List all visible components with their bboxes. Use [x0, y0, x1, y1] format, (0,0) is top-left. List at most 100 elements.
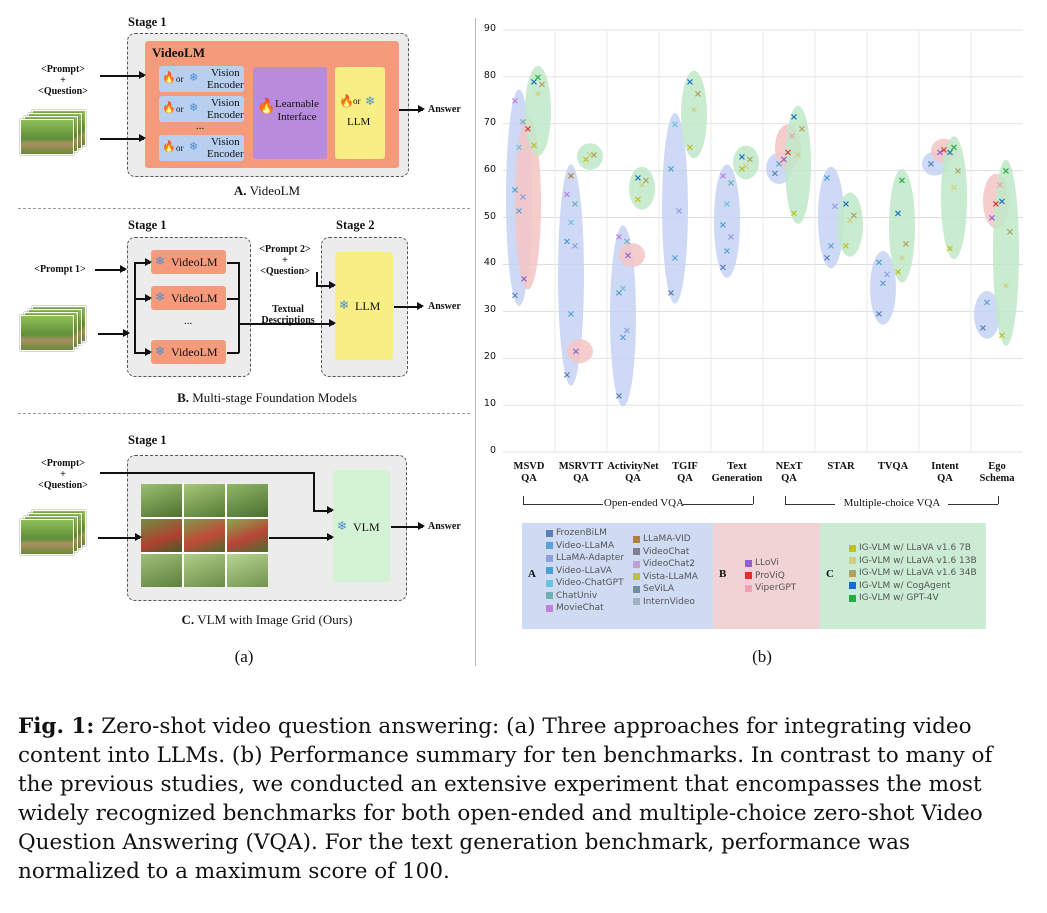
legend-swatch [849, 582, 856, 590]
legend-group-a: A FrozenBiLM Video-LLaMA LLaMA-Adapter Vide… [522, 523, 713, 629]
videolm-box-3: ❄ VideoLM [151, 340, 226, 364]
legend-swatch [849, 544, 856, 552]
data-point-marker: × [524, 124, 532, 135]
legend-swatch [745, 584, 752, 592]
group-c-range-ellipse [629, 166, 655, 210]
bracket [785, 504, 835, 505]
group-a-range-ellipse [714, 164, 740, 278]
arrow [95, 266, 127, 272]
vision-encoder-3: 🔥 or ❄ Vision Encoder [159, 135, 244, 161]
data-point-marker: × [671, 253, 679, 264]
data-point-marker: × [784, 147, 792, 158]
arrow [134, 349, 152, 355]
data-point-marker: × [719, 262, 727, 273]
group-a-range-ellipse [974, 290, 1000, 339]
data-point-marker: × [619, 283, 627, 294]
snowflake-icon: ❄ [365, 94, 376, 108]
interface-label: Learnable Interface [275, 98, 319, 123]
data-point-marker: × [563, 190, 571, 201]
snowflake-icon: ❄ [189, 102, 199, 114]
data-point-marker: × [727, 178, 735, 189]
legend-item: FrozenBiLM [546, 527, 624, 540]
image-grid [141, 484, 268, 587]
legend-swatch [849, 594, 856, 602]
data-point-marker: × [690, 105, 698, 116]
data-point-marker: × [850, 211, 858, 222]
data-point-marker: × [567, 218, 575, 229]
llm-block: ❄ LLM [335, 252, 393, 360]
stage-1-label: Stage 1 [128, 218, 167, 232]
or-label: or [176, 104, 184, 114]
data-point-marker: × [940, 145, 948, 156]
videolm-box-2: ❄ VideoLM [151, 286, 226, 310]
y-tick-label: 60 [483, 163, 496, 175]
data-point-marker: × [719, 171, 727, 182]
legend-swatch [546, 554, 553, 562]
arrow [100, 72, 146, 78]
legend-swatch [633, 585, 640, 593]
legend-swatch [633, 548, 640, 556]
arrow [98, 534, 142, 540]
group-label-open-ended: Open-ended VQA [603, 497, 685, 509]
x-tick-label: ActivityNet QA [607, 461, 659, 484]
prompt-question-label: <Prompt> + <Question> [38, 458, 88, 491]
legend-item: ViperGPT [745, 582, 796, 595]
data-point-marker: × [936, 147, 944, 158]
fire-icon: 🔥 [339, 94, 354, 108]
grid-frame [141, 554, 182, 587]
vision-encoder-1: 🔥 or ❄ Vision Encoder [159, 66, 244, 92]
data-point-marker: × [590, 150, 598, 161]
data-point-marker: × [738, 164, 746, 175]
legend-label: ProViQ [755, 570, 785, 581]
legend-column: LLoVi ProViQ ViperGPT [745, 557, 796, 595]
x-tick-label: STAR [827, 461, 855, 472]
encoder-label: Vision Encoder [207, 67, 244, 91]
data-point-marker: × [638, 180, 646, 191]
data-point-marker: × [998, 330, 1006, 341]
data-point-marker: × [520, 274, 528, 285]
legend-item: Video-ChatGPT [546, 577, 624, 590]
legend-item: Video-LLaMA [546, 540, 624, 553]
group-c-range-ellipse [837, 192, 863, 257]
data-point-marker: × [694, 89, 702, 100]
data-point-marker: × [727, 232, 735, 243]
panel-a-label: (a) [234, 647, 254, 666]
y-tick-label: 20 [483, 351, 496, 363]
legend-label: Video-ChatGPT [556, 578, 624, 589]
data-point-marker: × [883, 269, 891, 280]
y-tick-label: 70 [483, 116, 496, 128]
legend-item: IG-VLM w/ GPT-4V [849, 592, 977, 605]
arrow [134, 259, 152, 265]
connector-line [100, 472, 314, 474]
legend-label: LLaMA-VID [643, 534, 691, 545]
arrow [394, 303, 424, 309]
data-point-marker: × [738, 152, 746, 163]
data-point-marker: × [723, 246, 731, 257]
or-label: or [353, 96, 361, 106]
legend-label: VideoChat [643, 546, 690, 557]
connector-line [316, 272, 318, 286]
data-point-marker: × [992, 199, 1000, 210]
y-tick-label: 40 [483, 257, 496, 269]
snowflake-icon: ❄ [189, 72, 199, 84]
arrow [98, 330, 130, 336]
data-point-marker: × [846, 215, 854, 226]
legend-label: Vista-LLaMA [643, 571, 698, 582]
data-point-marker: × [790, 112, 798, 123]
video-frames-icon [20, 306, 86, 351]
legend-label: Video-LLaVA [556, 565, 612, 576]
videolm-label: VideoLM [171, 291, 218, 305]
bracket [948, 504, 998, 505]
group-c-range-ellipse [889, 169, 915, 283]
encoder-label: Vision Encoder [207, 97, 244, 121]
or-label: or [176, 74, 184, 84]
snowflake-icon: ❄ [189, 141, 199, 153]
videolm-label: VideoLM [171, 345, 218, 359]
vlm-block: ❄ VLM [333, 470, 390, 582]
data-point-marker: × [667, 288, 675, 299]
data-point-marker: × [619, 333, 627, 344]
group-c-range-ellipse [941, 136, 967, 260]
data-point-marker: × [686, 143, 694, 154]
bracket [753, 496, 754, 504]
data-point-marker: × [879, 279, 887, 290]
